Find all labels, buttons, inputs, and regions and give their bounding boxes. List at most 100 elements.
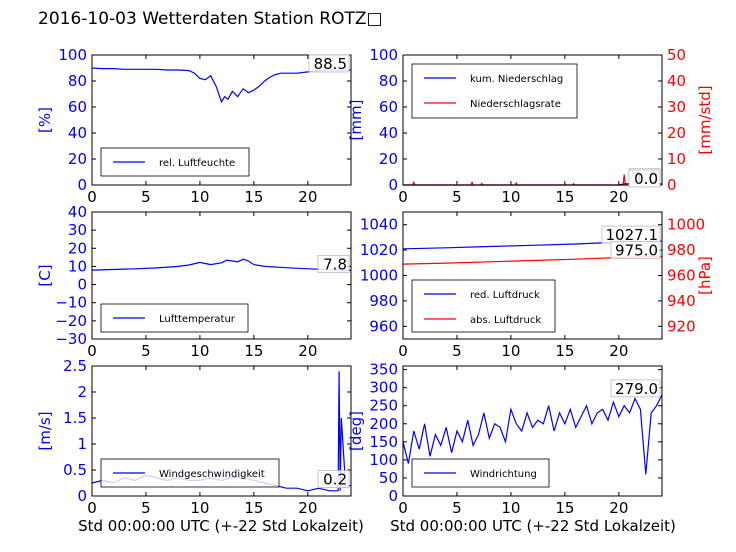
- y-tick-label: 40: [68, 203, 87, 221]
- y2-tick-label: 30: [667, 98, 686, 116]
- x-axis-label-left: Std 00:00:00 UTC (+-22 Std Lokalzeit): [78, 517, 364, 535]
- y-tick-label: 0.5: [63, 461, 87, 479]
- y2-tick-label: 920: [667, 317, 696, 335]
- y-tick-label: 2.5: [63, 357, 87, 375]
- last-value-annotation-box: [610, 379, 661, 398]
- y-tick-label: 0: [77, 276, 87, 294]
- last-value-annotation-box: [317, 470, 350, 489]
- y2-tick-label: 20: [667, 124, 686, 142]
- y-tick-label: 1040: [360, 216, 398, 234]
- y2-axis-label: [hPa]: [696, 256, 714, 295]
- x-tick-label: 15: [555, 499, 574, 517]
- x-tick-label: 15: [244, 342, 263, 360]
- legend-label: red. Luftdruck: [470, 290, 540, 301]
- y-tick-label: 60: [379, 98, 398, 116]
- y-tick-label: 0: [388, 487, 398, 505]
- panel-pressure: 0 5 10 15 20 960 980 1000 1020 1040 920 940 960 980 10…: [360, 211, 714, 360]
- plot-frame: [91, 54, 352, 186]
- x-tick-label: 0: [87, 188, 97, 206]
- y-tick-label: 100: [369, 46, 398, 64]
- y-tick-label: −30: [55, 330, 87, 348]
- x-tick-label: 20: [298, 342, 317, 360]
- x-tick-label: 20: [609, 188, 628, 206]
- y-tick-label: 300: [369, 379, 398, 397]
- y-tick-label: 2: [77, 383, 87, 401]
- y-axis-label: [%]: [36, 107, 54, 133]
- last-value-annotation: 88.5: [314, 55, 347, 73]
- y-tick-label: 20: [379, 150, 398, 168]
- y-tick-label: 1.5: [63, 409, 87, 427]
- y-tick-label: 200: [369, 415, 398, 433]
- y-tick-label: 980: [369, 292, 398, 310]
- x-tick-label: 15: [244, 499, 263, 517]
- x-tick-label: 10: [190, 188, 209, 206]
- y-tick-label: 50: [379, 469, 398, 487]
- y2-tick-label: 0: [667, 176, 677, 194]
- y-tick-label: 1020: [360, 241, 398, 259]
- legend-label: Windgeschwindigkeit: [159, 469, 265, 480]
- y-tick-label: 40: [379, 124, 398, 142]
- y-axis-label: [m/s]: [36, 411, 54, 450]
- last-value-annotation: 279.0: [615, 380, 658, 398]
- y-tick-label: −20: [55, 312, 87, 330]
- y-axis-label: [deg]: [347, 411, 365, 451]
- panel-wind-direction: 0 5 10 15 20050100150200250300350[deg]279.0W…: [347, 361, 663, 517]
- x-tick-label: 0: [398, 342, 408, 360]
- x-tick-label: 5: [452, 188, 462, 206]
- x-tick-label: 5: [141, 342, 151, 360]
- y-tick-label: 960: [369, 317, 398, 335]
- x-tick-label: 10: [190, 499, 209, 517]
- x-tick-label: 0: [398, 188, 408, 206]
- legend-label: Lufttemperatur: [159, 314, 236, 325]
- y-tick-label: 150: [369, 433, 398, 451]
- y-tick-label: 80: [379, 72, 398, 90]
- y-tick-label: 20: [68, 239, 87, 257]
- y-tick-label: 30: [68, 221, 87, 239]
- y2-tick-label: 1000: [667, 216, 705, 234]
- x-tick-label: 20: [298, 188, 317, 206]
- legend-label: Niederschlagsrate: [470, 99, 561, 110]
- last-value-annotation-2: 975.0: [615, 241, 658, 259]
- legend-label: Windrichtung: [470, 469, 537, 480]
- series-line: [402, 394, 663, 475]
- x-axis-label-right: Std 00:00:00 UTC (+-22 Std Lokalzeit): [390, 517, 676, 535]
- legend-box: [411, 63, 578, 119]
- panel-precipitation: 0 5 10 15 20 0 20 40 60 80 100 [mm] 0 10 20 30 40 50 [mm/s…: [347, 46, 714, 206]
- x-tick-label: 15: [555, 342, 574, 360]
- y-tick-label: 1: [77, 435, 87, 453]
- y-tick-label: 20: [68, 150, 87, 168]
- figure-title: 2016-10-03 Wetterdaten Station ROTZ□: [38, 9, 383, 29]
- last-value-annotation: 7.8: [323, 255, 347, 273]
- y-tick-label: 0: [77, 176, 87, 194]
- y2-tick-label: 960: [667, 267, 696, 285]
- series-line: [91, 258, 352, 271]
- x-tick-label: 20: [609, 499, 628, 517]
- x-tick-label: 10: [190, 342, 209, 360]
- legend-box: [411, 279, 556, 333]
- last-value-annotation: 1027.1: [606, 226, 659, 244]
- x-tick-label: 10: [501, 342, 520, 360]
- y-tick-label: 250: [369, 397, 398, 415]
- y-tick-label: 0: [77, 487, 87, 505]
- y-axis-label: [mm]: [347, 100, 365, 141]
- last-value-annotation-2-box: [628, 169, 661, 188]
- y-tick-label: 60: [68, 98, 87, 116]
- y2-tick-label: 10: [667, 150, 686, 168]
- y-tick-label: 350: [369, 361, 398, 379]
- y-tick-label: 100: [369, 451, 398, 469]
- plot-frame: [91, 365, 352, 497]
- x-tick-label: 5: [452, 342, 462, 360]
- y-tick-label: 40: [68, 124, 87, 142]
- legend-label: abs. Luftdruck: [470, 315, 541, 326]
- plot-frame: [402, 54, 663, 186]
- last-value-annotation: 0.2: [323, 471, 347, 489]
- x-tick-label: 0: [87, 342, 97, 360]
- x-tick-label: 10: [501, 188, 520, 206]
- y-axis-label: [C]: [36, 264, 54, 286]
- y-tick-label: 0: [388, 176, 398, 194]
- x-tick-label: 5: [141, 188, 151, 206]
- legend-label: kum. Niederschlag: [470, 74, 563, 85]
- x-tick-label: 15: [244, 188, 263, 206]
- x-tick-label: 5: [452, 499, 462, 517]
